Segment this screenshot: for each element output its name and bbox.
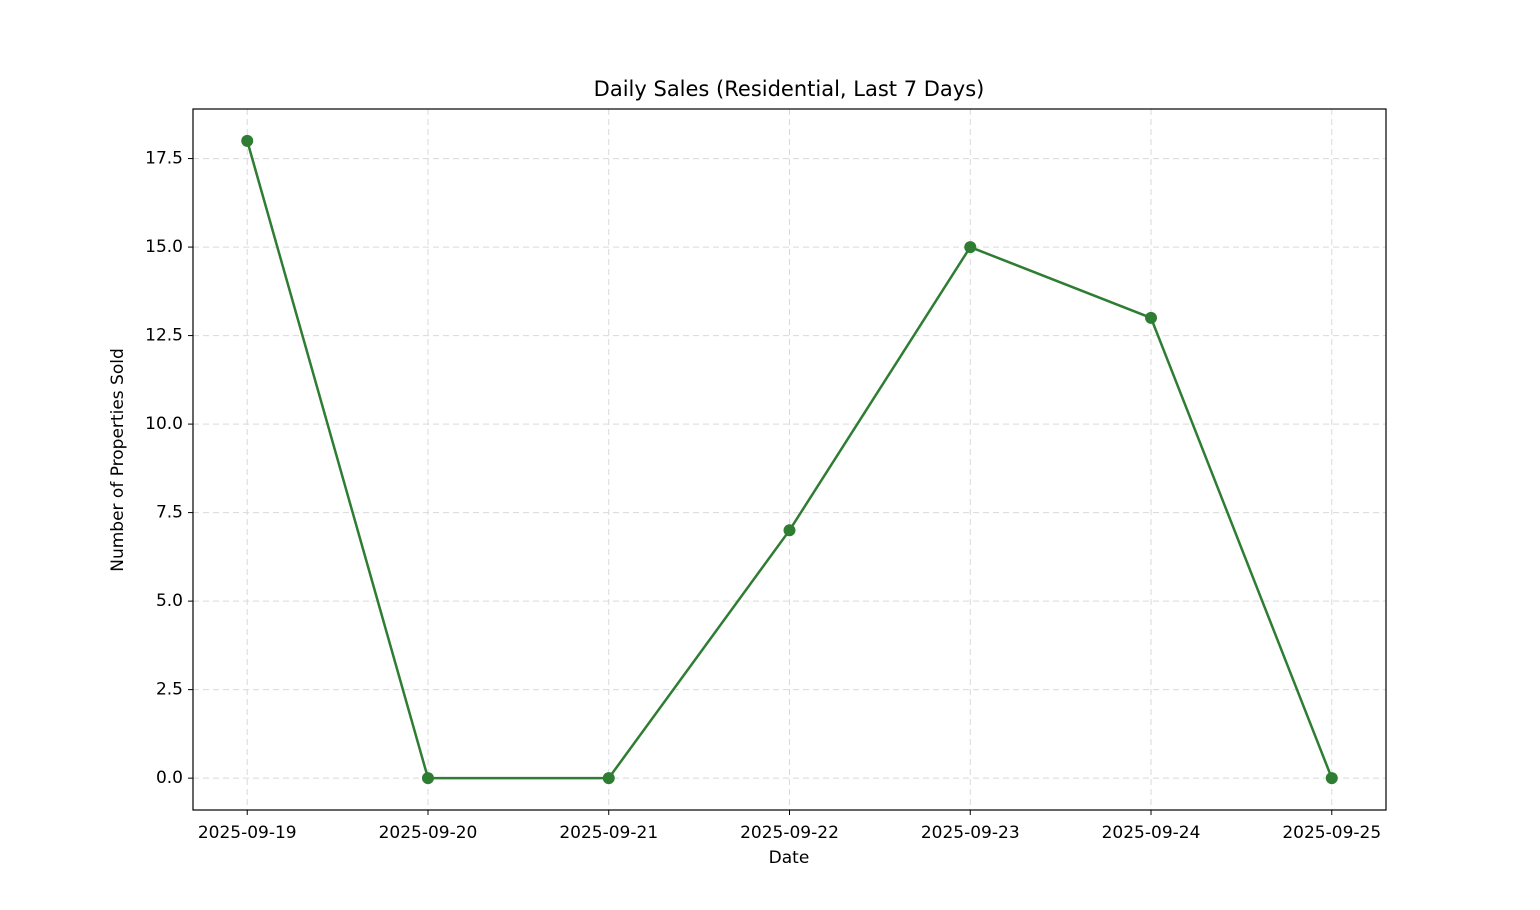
plot-frame <box>192 108 1387 811</box>
x-tick-label: 2025-09-25 <box>1282 823 1381 843</box>
y-tick-label: 0.0 <box>156 768 183 788</box>
point <box>783 524 796 537</box>
x-tick-label: 2025-09-20 <box>379 823 478 843</box>
x-tick-label: 2025-09-21 <box>559 823 658 843</box>
y-tick-label: 10.0 <box>145 414 183 434</box>
y-tick-label: 7.5 <box>156 503 183 523</box>
x-tick-label: 2025-09-24 <box>1102 823 1201 843</box>
x-tick-label: 2025-09-19 <box>198 823 297 843</box>
point <box>241 134 254 147</box>
point <box>1325 772 1338 785</box>
y-axis-label: Number of Properties Sold <box>108 348 128 572</box>
y-tick-label: 17.5 <box>145 149 183 169</box>
x-tick-label: 2025-09-22 <box>740 823 839 843</box>
y-tick-label: 2.5 <box>156 680 183 700</box>
y-tick-label: 12.5 <box>145 326 183 346</box>
x-axis-label: Date <box>769 848 810 868</box>
point <box>421 772 434 785</box>
point <box>964 241 977 254</box>
point <box>602 772 615 785</box>
y-tick-label: 5.0 <box>156 591 183 611</box>
chart-title: Daily Sales (Residential, Last 7 Days) <box>594 77 985 101</box>
y-tick-label: 15.0 <box>145 237 183 257</box>
point <box>1145 311 1158 324</box>
x-tick-label: 2025-09-23 <box>921 823 1020 843</box>
